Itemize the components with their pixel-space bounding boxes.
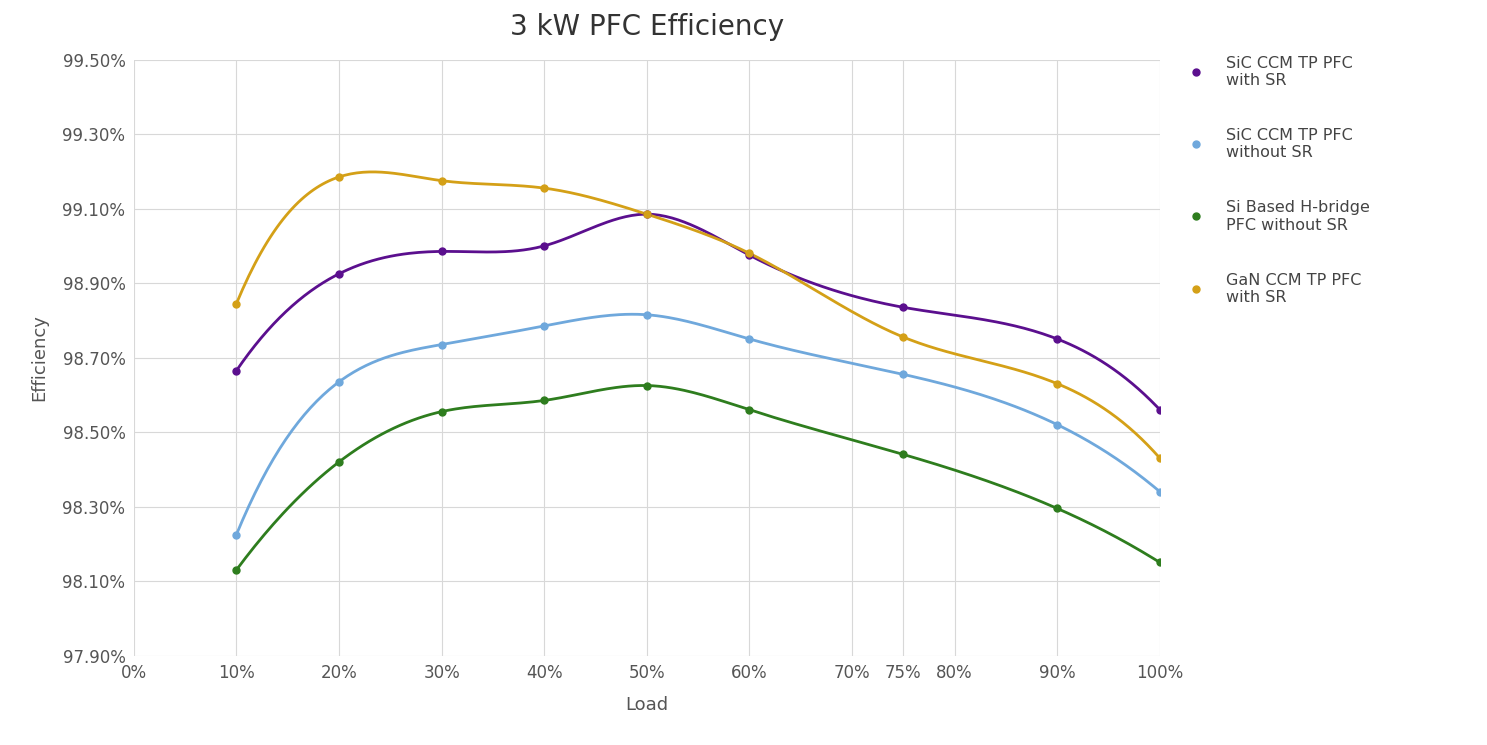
Si Based H-bridge
PFC without SR	[433, 407, 451, 416]
Si Based H-bridge
PFC without SR	[535, 396, 553, 405]
GaN CCM TP PFC
with SR	[638, 210, 656, 219]
Title: 3 kW PFC Efficiency: 3 kW PFC Efficiency	[510, 13, 784, 40]
SiC CCM TP PFC
without SR	[638, 311, 656, 320]
SiC CCM TP PFC
without SR	[1151, 487, 1169, 496]
SiC CCM TP PFC
without SR	[330, 377, 348, 386]
Line: SiC CCM TP PFC
without SR: SiC CCM TP PFC without SR	[233, 311, 1163, 538]
SiC CCM TP PFC
without SR	[228, 530, 245, 539]
GaN CCM TP PFC
with SR	[1048, 379, 1066, 388]
Si Based H-bridge
PFC without SR	[1151, 558, 1169, 567]
SiC CCM TP PFC
with SR	[1048, 335, 1066, 343]
Legend: SiC CCM TP PFC
with SR, SiC CCM TP PFC
without SR, Si Based H-bridge
PFC without: SiC CCM TP PFC with SR, SiC CCM TP PFC w…	[1178, 56, 1370, 305]
Si Based H-bridge
PFC without SR	[895, 450, 913, 459]
SiC CCM TP PFC
with SR	[741, 251, 758, 260]
GaN CCM TP PFC
with SR	[1151, 454, 1169, 463]
SiC CCM TP PFC
without SR	[433, 340, 451, 349]
GaN CCM TP PFC
with SR	[535, 184, 553, 193]
GaN CCM TP PFC
with SR	[330, 173, 348, 182]
GaN CCM TP PFC
with SR	[433, 176, 451, 185]
Y-axis label: Efficiency: Efficiency	[31, 314, 49, 401]
Line: Si Based H-bridge
PFC without SR: Si Based H-bridge PFC without SR	[233, 382, 1163, 574]
SiC CCM TP PFC
with SR	[638, 210, 656, 219]
SiC CCM TP PFC
without SR	[895, 370, 913, 379]
SiC CCM TP PFC
without SR	[741, 335, 758, 343]
SiC CCM TP PFC
without SR	[535, 322, 553, 331]
SiC CCM TP PFC
with SR	[535, 241, 553, 250]
SiC CCM TP PFC
with SR	[433, 247, 451, 256]
SiC CCM TP PFC
without SR	[1048, 420, 1066, 429]
Si Based H-bridge
PFC without SR	[1048, 504, 1066, 513]
Si Based H-bridge
PFC without SR	[741, 405, 758, 414]
SiC CCM TP PFC
with SR	[330, 269, 348, 278]
Line: GaN CCM TP PFC
with SR: GaN CCM TP PFC with SR	[233, 174, 1163, 462]
SiC CCM TP PFC
with SR	[1151, 405, 1169, 414]
Si Based H-bridge
PFC without SR	[330, 457, 348, 466]
SiC CCM TP PFC
with SR	[228, 366, 245, 375]
X-axis label: Load: Load	[625, 696, 669, 714]
Si Based H-bridge
PFC without SR	[638, 381, 656, 390]
Line: SiC CCM TP PFC
with SR: SiC CCM TP PFC with SR	[233, 211, 1163, 413]
GaN CCM TP PFC
with SR	[741, 249, 758, 258]
Si Based H-bridge
PFC without SR	[228, 565, 245, 574]
SiC CCM TP PFC
with SR	[895, 302, 913, 311]
GaN CCM TP PFC
with SR	[228, 299, 245, 308]
GaN CCM TP PFC
with SR	[895, 333, 913, 342]
